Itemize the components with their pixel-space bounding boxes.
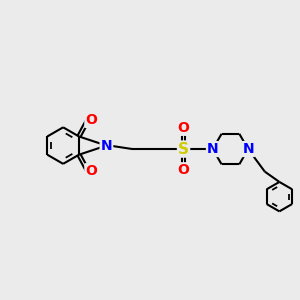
Text: S: S bbox=[178, 142, 189, 157]
Text: O: O bbox=[178, 121, 190, 135]
Text: O: O bbox=[85, 113, 97, 127]
Text: N: N bbox=[100, 139, 112, 153]
Text: N: N bbox=[207, 142, 219, 156]
Text: O: O bbox=[85, 164, 97, 178]
Text: N: N bbox=[242, 142, 254, 156]
Text: O: O bbox=[178, 163, 190, 177]
